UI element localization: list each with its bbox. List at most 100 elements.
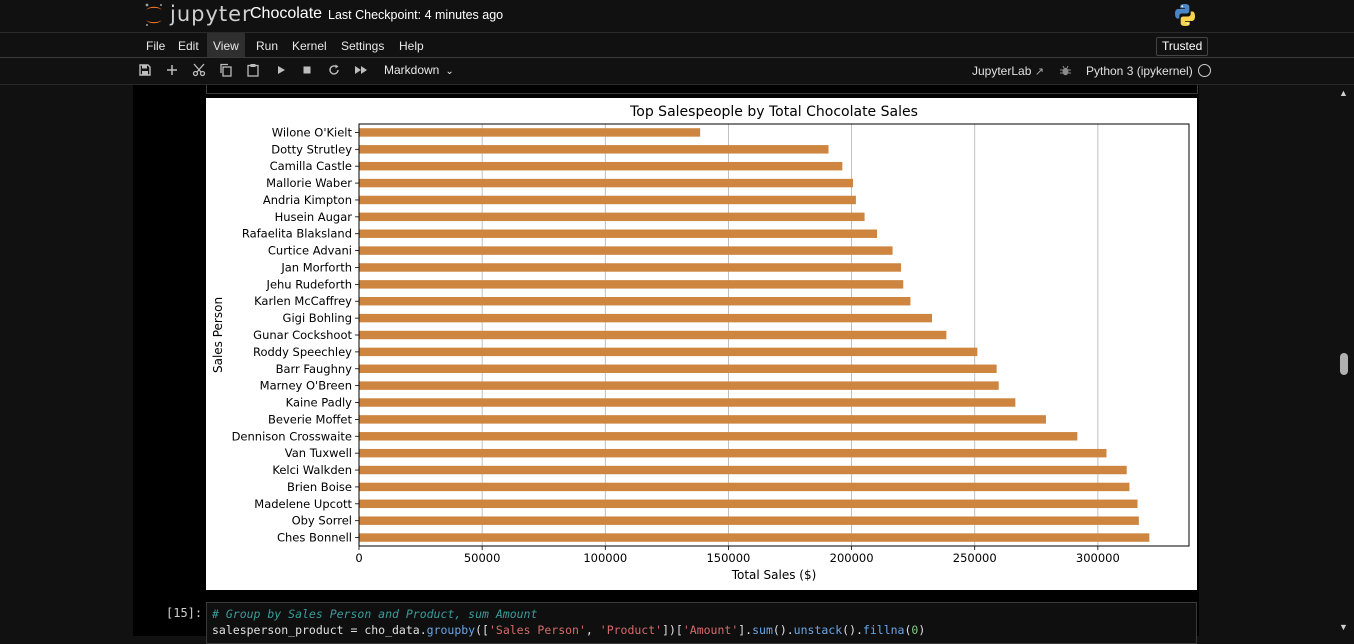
x-axis-label: Total Sales ($) [731,568,817,582]
bar [359,533,1150,542]
code-token: salesperson_product = cho_data. [212,623,427,637]
bar [359,313,933,323]
bar [359,448,1107,458]
bar-chart: Ches Bonnell Oby Sorrel Madelene Upcott Bri… [211,104,1190,582]
kernel-status-icon [1198,64,1211,77]
y-tick-label: Ches Bonnell [277,531,352,545]
menu-file[interactable]: File [146,39,166,53]
scroll-up-icon[interactable]: ▲ [1339,88,1348,98]
y-tick-label: Beverie Moffet [268,412,352,426]
cell-type-select[interactable]: Markdown ⌄ [384,63,454,77]
menu-bar: File Edit View Run Kernel Settings Help [0,33,1354,58]
bar [359,263,902,272]
chart-output: Ches Bonnell Oby Sorrel Madelene Upcott Bri… [206,98,1197,590]
y-tick-label: Jehu Rudeforth [266,277,352,291]
y-axis-label: Sales Person [211,297,225,373]
open-in-jupyterlab-link[interactable]: JupyterLab ↗ [972,64,1044,78]
bar [359,364,997,373]
menu-view[interactable]: View [207,33,245,57]
trusted-indicator[interactable]: Trusted [1156,37,1209,56]
code-token: 'Product' [599,623,663,637]
y-tick-label: Brien Boise [287,480,352,494]
y-tick-label: Roddy Speechley [253,345,352,359]
bar [359,398,1016,407]
save-icon[interactable] [138,63,152,77]
run-all-icon[interactable] [354,63,368,77]
paste-icon[interactable] [246,63,260,77]
y-tick-label: Wilone O'Kielt [272,125,353,139]
code-token: (). [842,623,863,637]
code-comment: # Group by Sales Person and Product, sum… [212,607,538,621]
y-tick-label: Gigi Bohling [283,311,352,325]
bar [359,465,1127,475]
cut-icon[interactable] [192,63,206,77]
code-token: unstack [793,623,843,637]
top-bar: jupyter Chocolate Last Checkpoint: 4 min… [0,0,1354,33]
bar [359,330,947,340]
code-token: 0 [911,623,919,637]
jupyter-logo-icon[interactable] [143,2,165,28]
menu-edit[interactable]: Edit [178,39,199,53]
y-tick-label: Andria Kimpton [263,193,352,207]
scrollbar-thumb[interactable] [1340,353,1348,375]
y-tick-label: Madelene Upcott [254,497,352,511]
y-tick-label: Dennison Crosswaite [232,429,352,443]
bar [359,432,1078,441]
bar [359,482,1130,492]
bar [359,280,904,289]
x-tick-label: 50000 [464,551,501,565]
bar [359,229,878,238]
y-tick-label: Husein Augar [275,210,353,224]
menu-run[interactable]: Run [256,39,279,53]
y-tick-label: Camilla Castle [270,159,352,173]
bar [359,415,1046,424]
menu-settings[interactable]: Settings [341,39,385,53]
jupyter-brand: jupyter [170,2,252,26]
bar [359,516,1139,525]
code-token: fillna [862,623,905,637]
debugger-icon[interactable] [1060,65,1071,76]
y-tick-label: Gunar Cockshoot [253,328,352,342]
y-tick-label: Kaine Padly [286,396,353,410]
cell-input-prompt: [15]: [166,606,203,620]
x-tick-label: 300000 [1076,551,1120,565]
x-tick-label: 100000 [583,551,627,565]
x-tick-label: 150000 [706,551,750,565]
y-tick-label: Dotty Strutley [271,142,352,156]
y-tick-label: Karlen McCaffrey [254,294,352,308]
kernel-name[interactable]: Python 3 (ipykernel) [1086,64,1193,78]
y-tick-label: Mallorie Waber [266,176,352,190]
bar [359,195,856,205]
code-token: sum [752,623,773,637]
y-tick-label: Kelci Walkden [272,463,352,477]
code-token: 'Sales Person' [488,623,586,637]
previous-cell-edge [206,85,1198,94]
y-tick-label: Barr Faughny [276,362,353,376]
y-tick-label: Jan Morforth [280,260,352,274]
bar [359,178,854,188]
menu-kernel[interactable]: Kernel [292,39,327,53]
notebook-title[interactable]: Chocolate [250,5,323,22]
cell-type-label: Markdown [384,63,440,77]
restart-icon[interactable] [327,63,341,77]
x-tick-label: 200000 [830,551,874,565]
python-logo-icon [1175,4,1195,26]
scroll-down-icon[interactable]: ▼ [1339,622,1348,632]
code-token: ])[ [662,623,683,637]
run-icon[interactable] [274,63,288,77]
bar [359,381,999,390]
notebook-toolbar: Markdown ⌄ JupyterLab ↗ Python 3 (ipykern… [0,58,1354,85]
code-token: ( [904,623,912,637]
bar [359,212,865,222]
copy-icon[interactable] [219,63,233,77]
menu-help[interactable]: Help [399,39,424,53]
add-icon[interactable] [165,63,179,77]
bar [359,128,701,137]
code-token: , [585,623,600,637]
x-tick-label: 0 [355,551,362,565]
chevron-down-icon: ⌄ [445,66,454,77]
stop-icon[interactable] [300,63,314,77]
bar [359,145,829,154]
y-tick-label: Van Tuxwell [285,446,352,460]
code-token: ([ [475,623,489,637]
